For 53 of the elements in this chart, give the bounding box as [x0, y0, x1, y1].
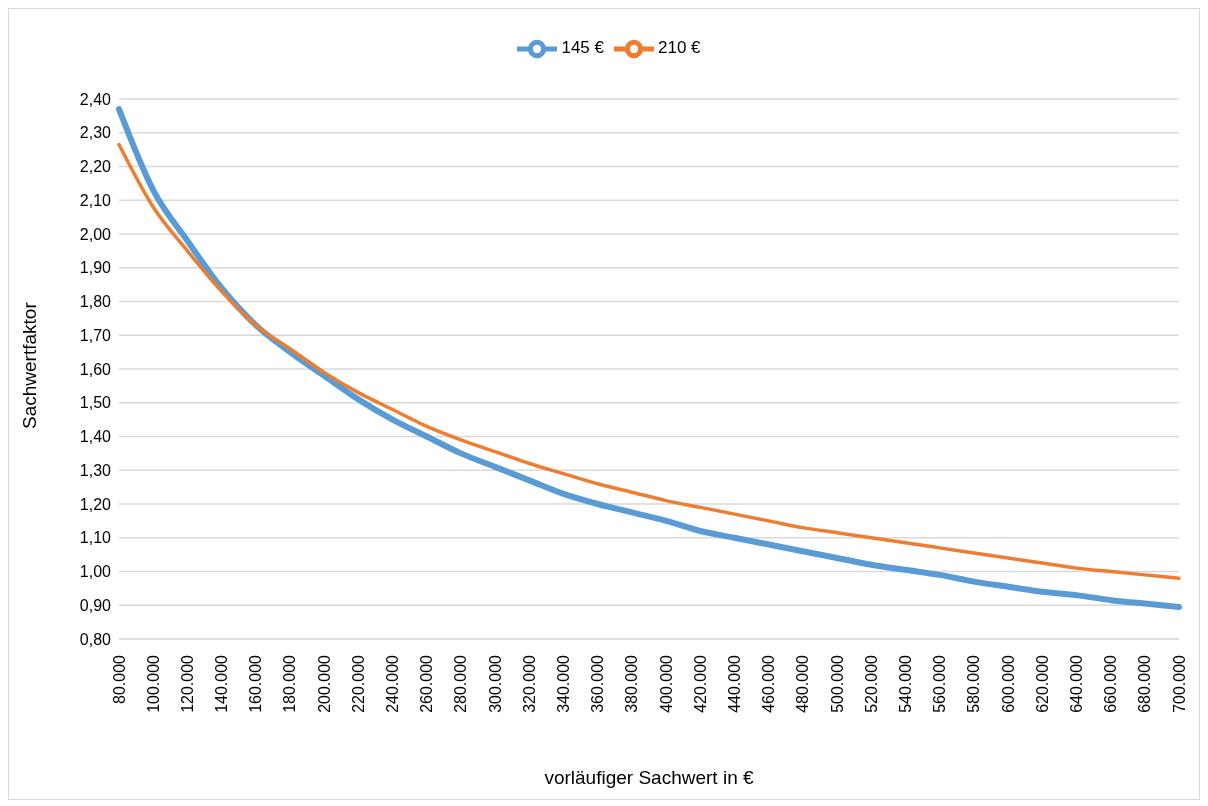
x-tick-label: 700.000: [1170, 654, 1188, 713]
x-tick-label: 600.000: [999, 654, 1017, 713]
x-tick-label: 200.000: [315, 654, 333, 713]
x-tick-label: 100.000: [144, 654, 162, 713]
y-tick-label: 1,40: [79, 428, 112, 446]
y-tick-label: 1,80: [79, 293, 112, 311]
x-tick-label: 80.000: [110, 654, 128, 704]
y-tick-label: 1,30: [79, 461, 112, 479]
x-tick-label: 240.000: [384, 654, 402, 713]
legend-label: 210 €: [658, 38, 701, 58]
x-tick-label: 440.000: [725, 654, 743, 713]
y-tick-label: 1,00: [79, 563, 112, 581]
x-tick-label: 560.000: [931, 654, 949, 713]
y-tick-label: 2,00: [79, 225, 112, 243]
y-tick-label: 1,60: [79, 360, 112, 378]
x-tick-label: 420.000: [691, 654, 709, 713]
x-tick-label: 360.000: [589, 654, 607, 713]
x-tick-label: 340.000: [555, 654, 573, 713]
y-tick-label: 0,90: [79, 596, 112, 614]
y-tick-label: 2,20: [79, 158, 112, 176]
x-tick-label: 400.000: [657, 654, 675, 713]
x-tick-label: 620.000: [1033, 654, 1051, 713]
x-tick-label: 460.000: [760, 654, 778, 713]
x-tick-label: 160.000: [247, 654, 265, 713]
x-tick-label: 260.000: [418, 654, 436, 713]
y-tick-label: 2,40: [79, 90, 112, 108]
x-tick-label: 140.000: [213, 654, 231, 713]
y-tick-label: 1,50: [79, 394, 112, 412]
y-axis-title: Sachwertfaktor: [18, 301, 40, 429]
y-tick-label: 2,30: [79, 124, 112, 142]
x-tick-label: 480.000: [794, 654, 812, 713]
y-tick-label: 2,10: [79, 191, 112, 209]
x-tick-label: 680.000: [1136, 654, 1154, 713]
x-tick-label: 520.000: [862, 654, 880, 713]
x-tick-label: 120.000: [178, 654, 196, 713]
x-tick-label: 380.000: [623, 654, 641, 713]
x-tick-label: 540.000: [896, 654, 914, 713]
x-tick-label: 220.000: [349, 654, 367, 713]
x-tick-label: 280.000: [452, 654, 470, 713]
x-tick-label: 320.000: [520, 654, 538, 713]
x-tick-label: 180.000: [281, 654, 299, 713]
legend-label: 145 €: [561, 38, 604, 58]
x-tick-label: 640.000: [1067, 654, 1085, 713]
x-tick-label: 300.000: [486, 654, 504, 713]
y-tick-label: 1,90: [79, 259, 112, 277]
x-axis-title: vorläufiger Sachwert in €: [544, 767, 754, 788]
y-tick-label: 0,80: [79, 630, 112, 648]
x-tick-label: 660.000: [1102, 654, 1120, 713]
x-tick-label: 500.000: [828, 654, 846, 713]
y-tick-label: 1,70: [79, 326, 112, 344]
y-tick-label: 1,10: [79, 529, 112, 547]
x-tick-label: 580.000: [965, 654, 983, 713]
y-tick-label: 1,20: [79, 495, 112, 513]
